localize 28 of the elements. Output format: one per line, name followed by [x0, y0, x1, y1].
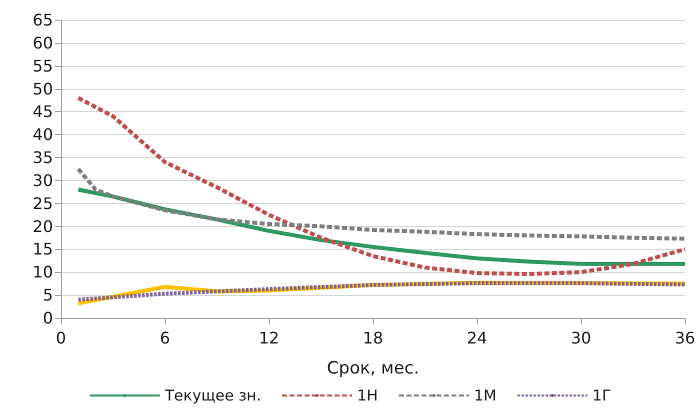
x-tick-label: 18: [362, 328, 384, 348]
line-series: [76, 96, 687, 276]
x-tick-label: 12: [258, 328, 280, 348]
legend-label: 1Г: [592, 386, 612, 404]
y-tick-label: 10: [32, 262, 53, 282]
x-tick-label: 24: [466, 328, 488, 348]
y-tick-label: 25: [32, 194, 53, 213]
y-tick-label: 5: [42, 286, 53, 305]
x-tick-label: 30: [570, 328, 592, 348]
x-tick-label: 36: [674, 328, 696, 348]
y-tick-label: 15: [32, 240, 53, 259]
y-tick-label: 35: [32, 148, 53, 168]
legend-label: 1М: [474, 386, 496, 404]
y-tick-label: 0: [42, 308, 53, 328]
y-tick-label: 40: [32, 125, 53, 144]
x-axis-title: Срок, мес.: [326, 358, 420, 378]
legend-label: Текущее зн.: [164, 386, 262, 404]
legend-label: 1Н: [357, 386, 378, 404]
y-tick-label: 50: [32, 79, 53, 98]
y-tick-label: 60: [32, 33, 53, 52]
y-tick-label: 55: [32, 56, 53, 76]
x-tick-label: 6: [160, 328, 170, 348]
y-tick-label: 20: [32, 216, 53, 236]
y-tick-label: 45: [32, 102, 53, 122]
y-tick-label: 30: [32, 170, 53, 190]
y-tick-label: 65: [32, 10, 53, 30]
line-series: [76, 167, 687, 241]
x-tick-label: 0: [56, 328, 66, 348]
